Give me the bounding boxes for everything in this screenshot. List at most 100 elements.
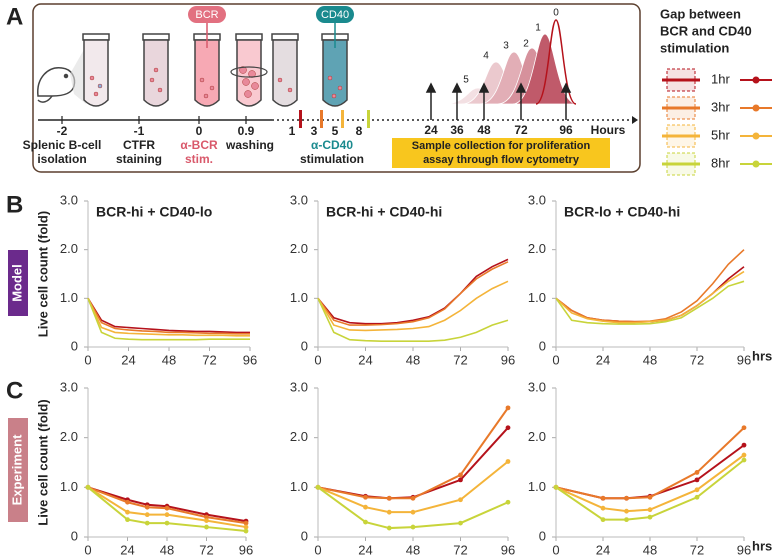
series-line bbox=[317, 486, 509, 530]
legend-dot bbox=[752, 160, 760, 168]
legend-label: 8hr bbox=[711, 155, 730, 170]
step-label: Splenic B-cell bbox=[23, 138, 102, 152]
legend-dot bbox=[752, 104, 760, 112]
x-tick-label: 48 bbox=[643, 542, 657, 557]
peak-label: 2 bbox=[523, 39, 529, 50]
y-tick-label: 2.0 bbox=[528, 241, 546, 256]
zoom-cone bbox=[70, 46, 86, 104]
x-tick-label: 48 bbox=[406, 352, 420, 367]
peak-label: 1 bbox=[535, 23, 541, 34]
y-tick-label: 2.0 bbox=[528, 429, 546, 444]
data-point bbox=[624, 517, 629, 523]
data-point bbox=[125, 509, 130, 515]
data-point bbox=[505, 425, 511, 431]
cd40-pill bbox=[316, 6, 354, 23]
time-label: 72 bbox=[514, 123, 528, 137]
y-tick-label: 1.0 bbox=[528, 290, 546, 305]
x-tick-label: 0 bbox=[84, 352, 91, 367]
data-point bbox=[458, 477, 463, 483]
x-tick-label: 0 bbox=[552, 352, 559, 367]
data-point bbox=[741, 442, 747, 448]
x-unit-label: hrs bbox=[752, 348, 772, 363]
y-axis-label: Live cell count (fold) bbox=[35, 211, 50, 337]
data-point bbox=[243, 520, 249, 526]
step-label: α-CD40 bbox=[311, 138, 353, 152]
time-labels: -2 -1 0 0.9 1 3 5 8 24 36 48 72 96 Hours bbox=[57, 123, 626, 138]
series-line bbox=[87, 297, 250, 334]
series-line bbox=[555, 249, 745, 323]
time-label: -2 bbox=[57, 124, 68, 138]
sample-label: Sample collection for proliferation bbox=[412, 140, 591, 152]
data-point bbox=[458, 520, 463, 526]
data-point bbox=[410, 495, 416, 501]
time-label: 8 bbox=[356, 124, 363, 138]
legend-title: stimulation bbox=[660, 40, 729, 55]
data-point bbox=[125, 517, 130, 523]
series-line bbox=[87, 297, 250, 335]
data-point bbox=[144, 520, 150, 526]
step-label: CTFR bbox=[123, 138, 155, 152]
y-tick-label: 3.0 bbox=[290, 192, 308, 207]
x-unit-label: hrs bbox=[752, 538, 772, 553]
data-point bbox=[363, 504, 368, 510]
x-tick-label: 72 bbox=[453, 352, 467, 367]
x-tick-label: 0 bbox=[314, 542, 321, 557]
swirl-arrow bbox=[230, 66, 268, 78]
y-axis-label: Live cell count (fold) bbox=[35, 399, 50, 525]
data-point bbox=[410, 524, 416, 530]
time-label: 48 bbox=[477, 123, 491, 137]
data-point bbox=[386, 509, 392, 515]
data-point bbox=[164, 520, 170, 526]
x-tick-label: 0 bbox=[314, 352, 321, 367]
y-tick-label: 3.0 bbox=[60, 192, 78, 207]
cd40-marker bbox=[320, 110, 323, 128]
data-point bbox=[600, 495, 606, 501]
y-tick-label: 2.0 bbox=[60, 241, 78, 256]
data-point bbox=[125, 499, 130, 505]
data-point bbox=[505, 459, 511, 464]
x-tick-label: 96 bbox=[501, 542, 515, 557]
x-tick-label: 24 bbox=[358, 542, 372, 557]
data-point bbox=[624, 495, 629, 501]
x-tick-label: 24 bbox=[120, 542, 134, 557]
x-tick-label: 96 bbox=[239, 542, 253, 557]
legend-dot bbox=[752, 132, 760, 140]
legend-title: Gap between bbox=[660, 6, 741, 21]
series-line bbox=[555, 427, 745, 500]
time-label: 96 bbox=[559, 123, 573, 137]
y-tick-label: 0 bbox=[301, 338, 308, 353]
y-tick-label: 1.0 bbox=[290, 479, 308, 494]
y-tick-label: 0 bbox=[539, 528, 546, 543]
x-tick-label: 96 bbox=[737, 352, 751, 367]
row-tag-label: Experiment bbox=[9, 434, 24, 505]
series-line bbox=[555, 266, 745, 323]
y-tick-label: 3.0 bbox=[528, 379, 546, 394]
peak-label: 4 bbox=[483, 51, 489, 62]
y-tick-label: 2.0 bbox=[290, 429, 308, 444]
legend-label: 3hr bbox=[711, 99, 730, 114]
y-tick-label: 3.0 bbox=[528, 192, 546, 207]
data-point bbox=[647, 507, 653, 513]
step-label: washing bbox=[225, 138, 274, 152]
series-line bbox=[555, 459, 745, 521]
legend-label: 5hr bbox=[711, 127, 730, 142]
data-point bbox=[363, 519, 368, 525]
series-line bbox=[317, 280, 509, 332]
series-line bbox=[87, 486, 247, 523]
data-point bbox=[647, 514, 653, 520]
data-point bbox=[505, 499, 511, 505]
sample-label: assay through flow cytometry bbox=[423, 154, 580, 166]
step-label: α-BCR bbox=[180, 138, 218, 152]
time-label: 0 bbox=[196, 124, 203, 138]
y-tick-label: 0 bbox=[539, 338, 546, 353]
data-point bbox=[363, 494, 368, 500]
data-point bbox=[694, 477, 700, 483]
data-point bbox=[553, 484, 559, 490]
time-label: 1 bbox=[289, 124, 296, 138]
data-point bbox=[164, 512, 170, 518]
peak-label: 0 bbox=[553, 8, 559, 19]
data-point bbox=[458, 497, 463, 503]
series-line bbox=[317, 427, 509, 500]
data-point bbox=[694, 494, 700, 500]
